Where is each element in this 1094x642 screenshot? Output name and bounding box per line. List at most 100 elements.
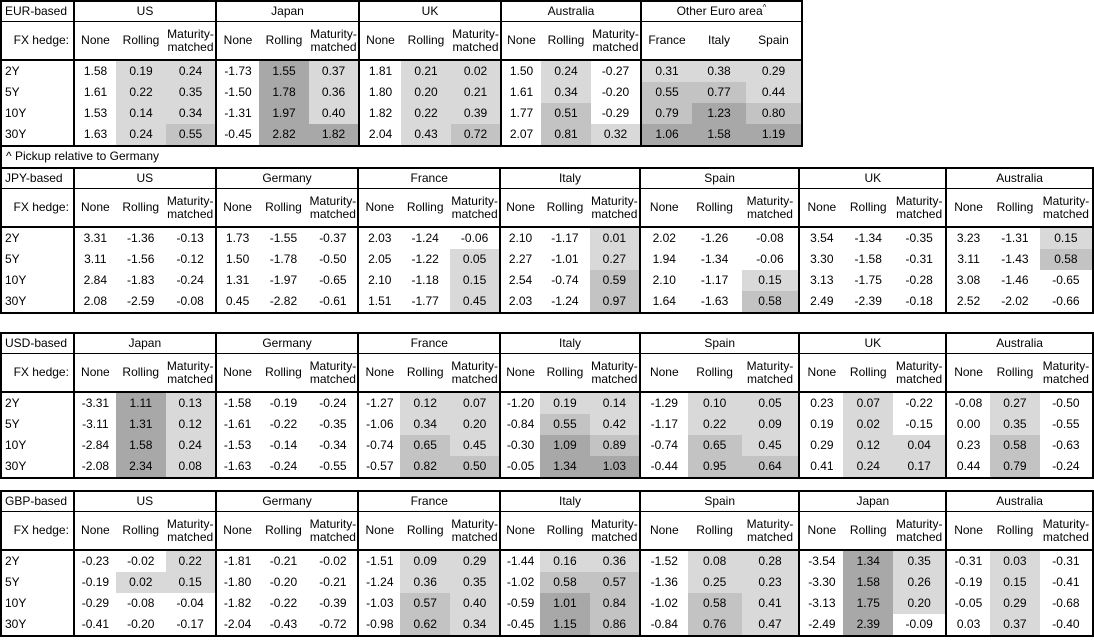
value-cell: 1.51 [357, 291, 401, 313]
country-header: UK [798, 333, 947, 354]
value-cell: 0.44 [746, 82, 802, 103]
value-cell: -2.82 [269, 294, 298, 308]
value-cell: -1.78 [269, 252, 298, 266]
value-cell: 0.24 [116, 124, 166, 146]
value-cell: -1.77 [411, 294, 439, 308]
hedge-column-header: Rolling [843, 511, 894, 551]
value-cell: -1.46 [1001, 273, 1029, 287]
value-cell: 1.15 [540, 614, 590, 636]
value-cell: 0.55 [640, 82, 692, 103]
value-cell: -3.30 [798, 572, 844, 593]
tenor-label: 30Y [1, 124, 75, 146]
value-cell: -0.74 [638, 435, 688, 456]
value-cell: 0.32 [591, 124, 641, 146]
value-cell: 1.97 [259, 103, 309, 124]
value-cell: 0.45 [214, 291, 259, 313]
value-cell: -0.45 [499, 614, 541, 636]
value-cell: -1.52 [638, 550, 688, 572]
hedge-column-header: Maturity-matched [450, 353, 501, 393]
value-cell: 0.36 [589, 550, 640, 572]
value-cell: 0.17 [893, 456, 947, 478]
value-cell: -1.18 [411, 273, 439, 287]
value-cell: 0.45 [450, 435, 501, 456]
value-cell: 2.39 [843, 614, 894, 636]
value-cell: 2.07 [500, 124, 541, 146]
value-cell: 0.24 [541, 60, 591, 82]
value-cell: 1.81 [358, 60, 401, 82]
hedge-column-header: None [945, 353, 990, 393]
hedge-column-header: Rolling [258, 353, 309, 393]
value-cell: -0.50 [1052, 396, 1080, 410]
value-cell: -0.08 [756, 231, 784, 245]
value-cell: -1.29 [638, 392, 688, 414]
value-cell: -1.36 [127, 231, 155, 245]
value-cell: -1.17 [638, 414, 688, 435]
value-cell: -1.82 [214, 593, 259, 614]
value-cell: 0.89 [589, 435, 640, 456]
value-cell: 0.01 [589, 227, 640, 249]
value-cell: 1.34 [843, 550, 894, 572]
value-cell: 0.12 [165, 414, 216, 435]
hedge-column-header: Maturity-matched [308, 353, 359, 393]
value-cell: 0.95 [687, 456, 742, 478]
value-cell: 0.81 [541, 124, 591, 146]
hedge-column-header: Maturity-matched [165, 511, 216, 551]
hedge-column-header: Rolling [400, 511, 451, 551]
value-cell: 1.19 [746, 124, 802, 146]
value-cell: 1.23 [692, 103, 746, 124]
hedge-column-header: Rolling [687, 511, 742, 551]
value-cell: 0.57 [589, 572, 640, 593]
value-cell: -2.49 [798, 614, 844, 636]
value-cell: 2.03 [499, 291, 540, 313]
gbp-based-grid: GBP-based US Germany France Italy Spain Japan A… [0, 490, 1094, 637]
value-cell: -0.21 [319, 575, 347, 589]
value-cell: -1.31 [215, 103, 259, 124]
value-cell: 0.15 [165, 572, 216, 593]
jpy-based-grid: JPY-based US Germany France Italy Spain UK Aust… [0, 167, 1094, 314]
value-cell: -0.41 [72, 614, 116, 636]
value-cell: -0.24 [176, 273, 204, 287]
table-gap [0, 314, 1094, 332]
value-cell: 0.07 [843, 392, 894, 414]
base-label: EUR-based [1, 1, 75, 22]
country-header: Italy [499, 168, 640, 189]
tenor-label: 2Y [1, 60, 75, 82]
country-header: France [357, 491, 501, 512]
value-cell: 0.42 [589, 414, 640, 435]
tenor-label: 5Y [1, 414, 75, 435]
value-cell: -0.57 [357, 456, 401, 478]
value-cell: -0.68 [1052, 596, 1080, 610]
value-cell: -0.34 [319, 438, 347, 452]
value-cell: -1.17 [551, 231, 579, 245]
value-cell: 2.02 [638, 227, 688, 249]
value-cell: 0.05 [450, 249, 501, 270]
value-cell: 1.09 [540, 435, 590, 456]
value-cell: -0.24 [319, 396, 347, 410]
value-cell: 0.29 [746, 60, 802, 82]
value-cell: 0.12 [843, 435, 894, 456]
value-cell: -2.84 [72, 435, 116, 456]
country-header: US [72, 168, 216, 189]
tenor-label: 10Y [1, 593, 75, 614]
value-cell: -0.50 [319, 252, 347, 266]
value-cell: 3.11 [72, 249, 116, 270]
value-cell: 0.40 [309, 103, 359, 124]
value-cell: 0.16 [540, 550, 590, 572]
value-cell: 1.58 [692, 124, 746, 146]
value-cell: -0.06 [460, 231, 489, 245]
value-cell: 0.25 [687, 572, 742, 593]
country-header: Australia [945, 333, 1093, 354]
value-cell: -0.30 [499, 435, 541, 456]
value-cell: -0.31 [945, 550, 990, 572]
value-cell: 0.80 [746, 103, 802, 124]
value-cell: 0.44 [945, 456, 990, 478]
value-cell: 1.03 [589, 456, 640, 478]
value-cell: 0.72 [451, 124, 501, 146]
value-cell: 0.21 [401, 60, 451, 82]
value-cell: 0.47 [741, 614, 800, 636]
value-cell: 0.03 [945, 614, 990, 636]
hedge-column-header: Maturity-matched [308, 188, 359, 228]
value-cell: -1.27 [357, 392, 401, 414]
tenor-label: 30Y [1, 291, 75, 313]
value-cell: -0.20 [601, 85, 630, 99]
